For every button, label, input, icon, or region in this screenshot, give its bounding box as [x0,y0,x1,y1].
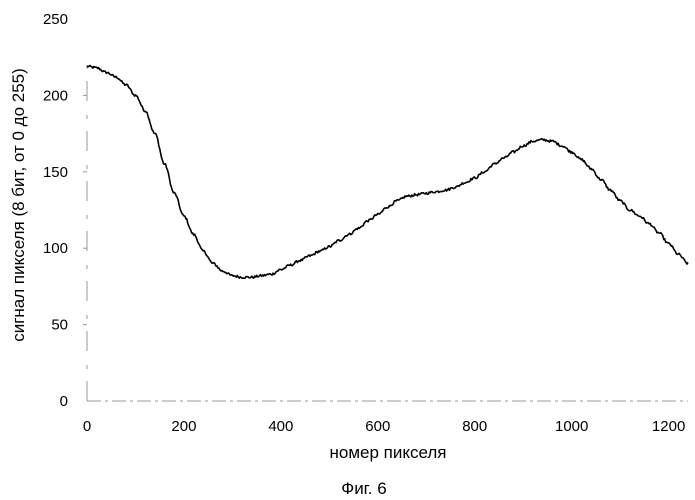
y-tick-label: 0 [60,393,68,410]
x-tick-label: 1200 [652,418,685,435]
y-tick-label: 150 [43,164,68,181]
x-tick-label: 200 [171,418,196,435]
axes [87,57,688,401]
plot-area [87,66,688,279]
x-tick-label: 800 [462,418,487,435]
y-tick-label: 200 [43,87,68,104]
x-tick-labels: 0 200 400 600 800 1000 1200 [83,418,685,435]
y-tick-label: 250 [43,11,68,28]
y-axis-label: сигнал пикселя (8 бит, от 0 до 255) [9,68,28,342]
x-tick-label: 1000 [555,418,588,435]
figure-caption: Фиг. 6 [341,479,386,498]
y-tick-label: 100 [43,240,68,257]
x-tick-label: 600 [365,418,390,435]
x-tick-label: 400 [268,418,293,435]
x-tick-label: 0 [83,418,91,435]
y-tick-labels: 0 50 100 150 200 250 [43,11,87,410]
x-axis-label: номер пикселя [329,443,446,462]
y-tick-label: 50 [51,317,68,334]
signal-line [87,66,688,279]
